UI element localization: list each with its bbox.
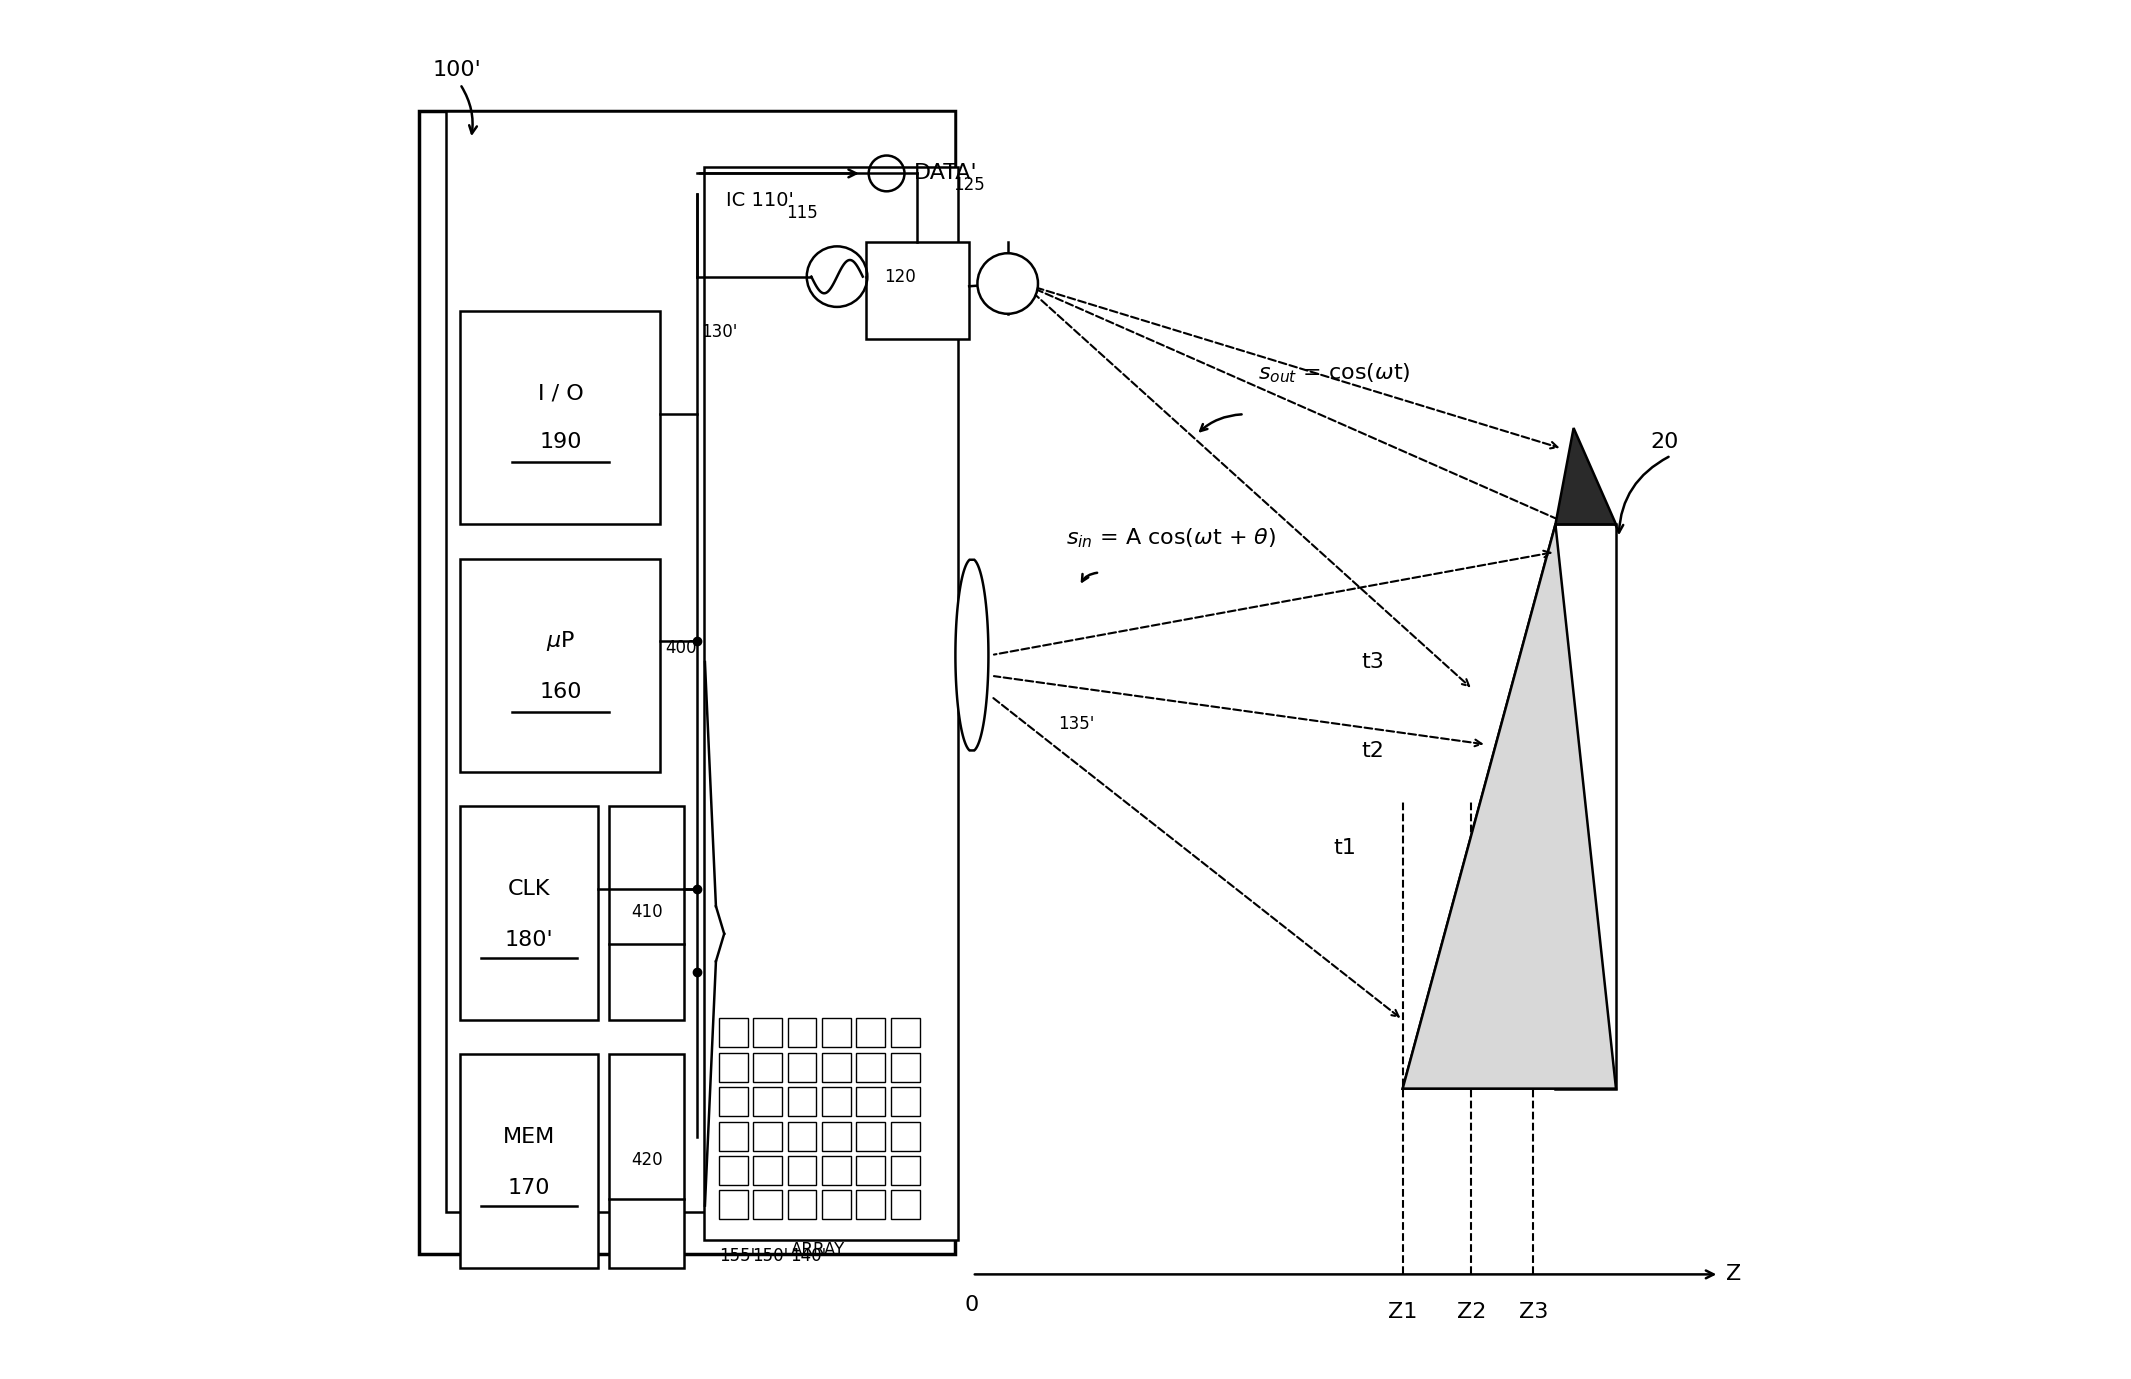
- Polygon shape: [955, 560, 989, 750]
- Text: 120: 120: [884, 269, 916, 287]
- Text: 130': 130': [701, 323, 737, 341]
- Bar: [718, 1052, 748, 1081]
- Text: 150': 150': [752, 1247, 788, 1265]
- Bar: [718, 1019, 748, 1047]
- Text: 160: 160: [539, 683, 582, 702]
- Bar: [891, 1019, 921, 1047]
- Bar: [703, 167, 959, 1240]
- Bar: [823, 1052, 850, 1081]
- Bar: [752, 1121, 782, 1150]
- Text: 155': 155': [718, 1247, 754, 1265]
- Text: t2: t2: [1362, 742, 1385, 761]
- Bar: [609, 807, 684, 1020]
- Bar: [752, 1019, 782, 1047]
- Bar: [460, 312, 658, 524]
- Bar: [891, 1156, 921, 1185]
- Text: 400: 400: [665, 640, 697, 658]
- Text: 135': 135': [1059, 714, 1095, 732]
- Bar: [752, 1052, 782, 1081]
- Bar: [788, 1121, 816, 1150]
- Polygon shape: [1402, 524, 1615, 1088]
- Bar: [460, 558, 658, 772]
- Text: $s_{out}$ = cos($\omega$t): $s_{out}$ = cos($\omega$t): [1257, 361, 1411, 385]
- Bar: [865, 243, 970, 339]
- Text: t3: t3: [1362, 652, 1385, 672]
- Text: 115: 115: [786, 204, 818, 222]
- Bar: [857, 1156, 884, 1185]
- Bar: [823, 1190, 850, 1219]
- Bar: [891, 1121, 921, 1150]
- Bar: [788, 1019, 816, 1047]
- Bar: [823, 1019, 850, 1047]
- Bar: [718, 1156, 748, 1185]
- Text: 420: 420: [631, 1151, 663, 1169]
- Text: $\mu$P: $\mu$P: [546, 629, 575, 654]
- Text: Z: Z: [1726, 1265, 1741, 1284]
- Bar: [718, 1087, 748, 1116]
- Polygon shape: [1556, 524, 1615, 1088]
- Text: t1: t1: [1334, 838, 1357, 858]
- Bar: [788, 1156, 816, 1185]
- Bar: [752, 1190, 782, 1219]
- Bar: [823, 1087, 850, 1116]
- Bar: [718, 1190, 748, 1219]
- Text: 140': 140': [791, 1247, 827, 1265]
- Bar: [788, 1087, 816, 1116]
- Text: CLK: CLK: [507, 878, 550, 899]
- Circle shape: [978, 254, 1038, 314]
- Text: Z2: Z2: [1458, 1302, 1485, 1322]
- Bar: [788, 1190, 816, 1219]
- Text: MEM: MEM: [503, 1127, 554, 1147]
- Text: 100': 100': [433, 61, 482, 80]
- Bar: [891, 1052, 921, 1081]
- Text: DATA': DATA': [914, 164, 978, 183]
- Text: I / O: I / O: [537, 383, 584, 404]
- Bar: [460, 807, 597, 1020]
- Text: 0: 0: [965, 1295, 978, 1316]
- Text: $s_{in}$ = A cos($\omega$t + $\theta$): $s_{in}$ = A cos($\omega$t + $\theta$): [1066, 527, 1276, 550]
- Bar: [857, 1087, 884, 1116]
- Text: Z1: Z1: [1387, 1302, 1417, 1322]
- Bar: [609, 1054, 684, 1267]
- Text: IC 110': IC 110': [725, 192, 793, 211]
- Text: 180': 180': [505, 929, 554, 950]
- Text: Z3: Z3: [1519, 1302, 1547, 1322]
- Bar: [857, 1190, 884, 1219]
- Bar: [460, 1054, 597, 1267]
- Text: ARRAY: ARRAY: [791, 1241, 844, 1259]
- Text: 170: 170: [507, 1178, 550, 1198]
- Bar: [891, 1190, 921, 1219]
- Bar: [718, 1121, 748, 1150]
- Bar: [752, 1087, 782, 1116]
- Bar: [857, 1052, 884, 1081]
- Polygon shape: [1402, 524, 1556, 1088]
- Bar: [857, 1121, 884, 1150]
- Bar: [445, 112, 955, 1212]
- Text: 190: 190: [539, 432, 582, 452]
- Bar: [891, 1087, 921, 1116]
- Bar: [857, 1019, 884, 1047]
- Polygon shape: [1556, 427, 1615, 524]
- Bar: [752, 1156, 782, 1185]
- Bar: [823, 1156, 850, 1185]
- Text: 20: 20: [1649, 432, 1679, 452]
- Bar: [788, 1052, 816, 1081]
- Bar: [418, 112, 955, 1254]
- Bar: [823, 1121, 850, 1150]
- Text: 410: 410: [631, 903, 663, 921]
- Text: 125: 125: [953, 177, 985, 194]
